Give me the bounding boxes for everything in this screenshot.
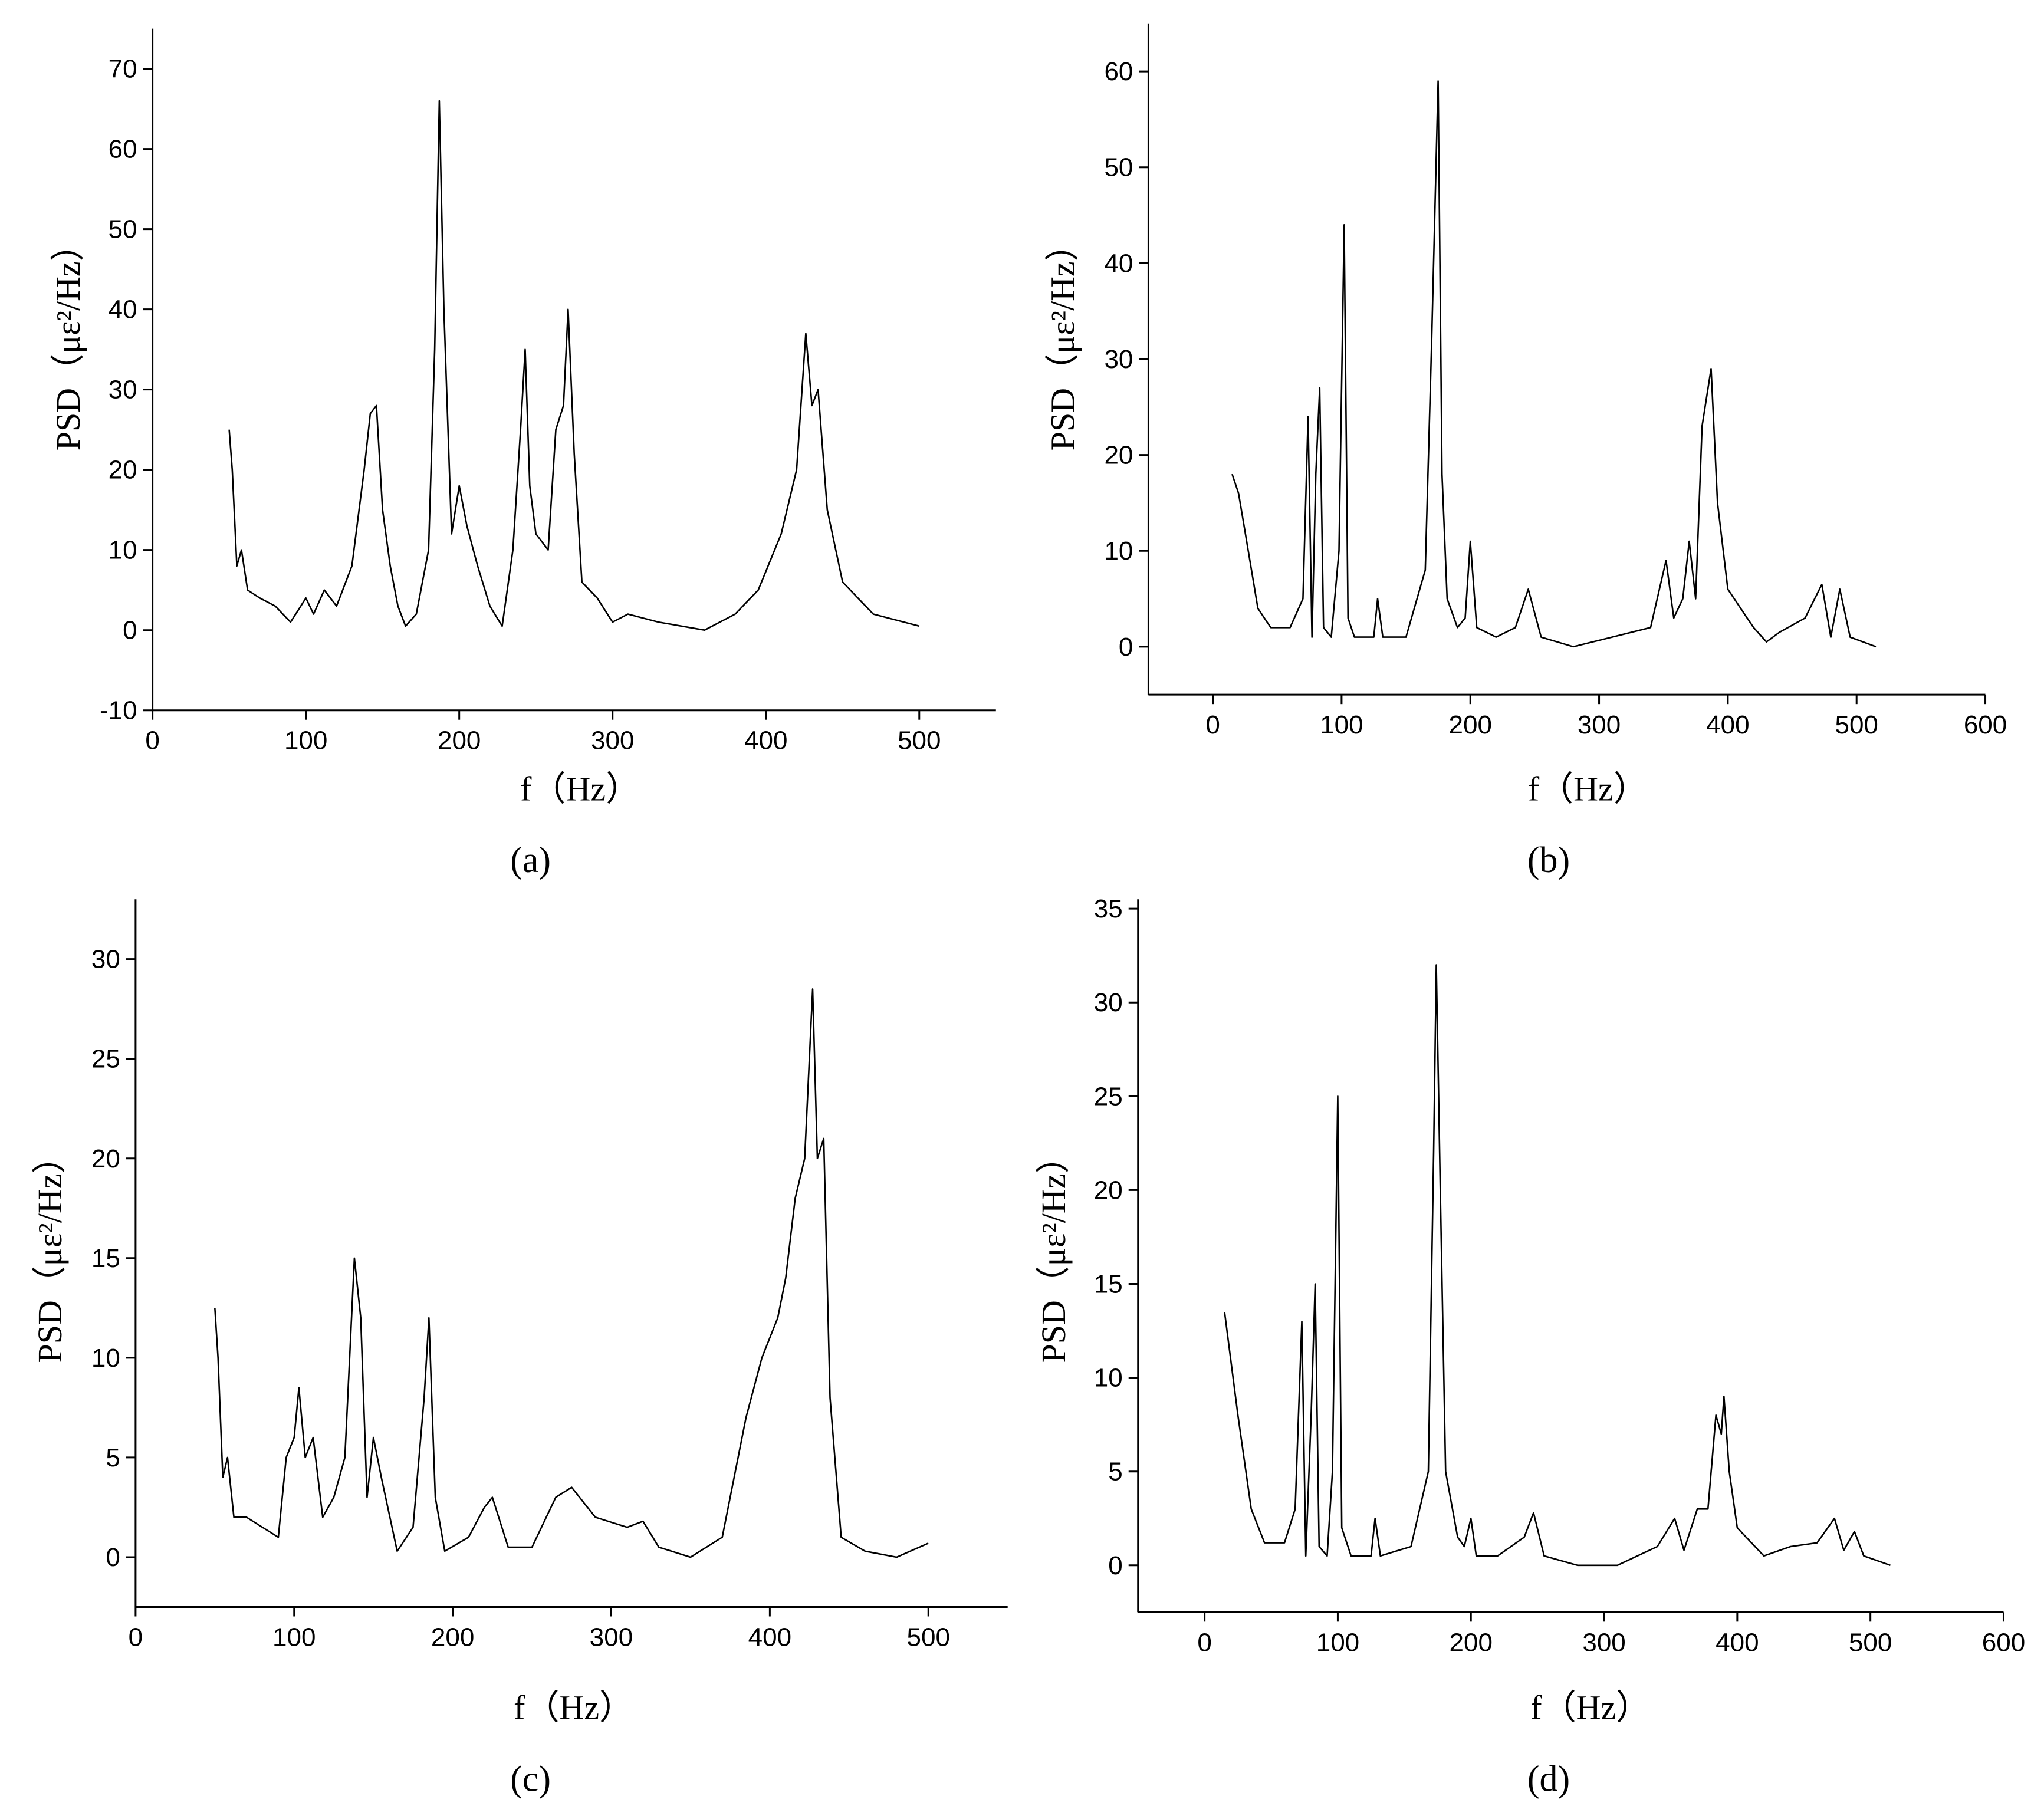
- y-tick-label: 20: [91, 1144, 120, 1173]
- y-tick-label: 35: [1094, 894, 1123, 923]
- y-tick-label: 20: [1094, 1176, 1123, 1205]
- panel-caption: (a): [510, 840, 551, 880]
- y-tick-label: 10: [91, 1344, 120, 1373]
- y-tick-label: 25: [91, 1045, 120, 1074]
- x-tick-label: 400: [748, 1623, 791, 1651]
- y-tick-label: 0: [106, 1543, 120, 1572]
- panel-caption: (c): [510, 1759, 551, 1799]
- y-tick-label: 50: [109, 215, 137, 244]
- x-tick-label: 500: [898, 726, 941, 755]
- y-tick-label: 70: [109, 55, 137, 84]
- y-tick-label: 25: [1094, 1082, 1123, 1111]
- y-tick-label: 5: [1108, 1458, 1122, 1486]
- x-tick-label: 200: [431, 1623, 474, 1651]
- x-tick-label: 300: [1578, 710, 1621, 739]
- y-tick-label: 0: [1119, 633, 1133, 662]
- y-tick-label: 0: [123, 616, 137, 645]
- y-tick-label: -10: [100, 696, 137, 725]
- x-tick-label: 200: [438, 726, 481, 755]
- panel: 0 5 10 15 20 25 30 35 0 100 200 300 400 500 600 f（Hz） PS…: [1034, 894, 2025, 1799]
- psd-line: [1231, 80, 1877, 648]
- x-tick-label: 100: [284, 726, 327, 755]
- y-tick-label: 20: [1104, 441, 1133, 470]
- x-axis-label: f（Hz）: [514, 1689, 633, 1727]
- y-tick-label: 30: [91, 945, 120, 974]
- x-tick-label: 400: [744, 726, 787, 755]
- psd-line: [1224, 964, 1891, 1567]
- y-tick-label: 30: [1094, 988, 1123, 1017]
- y-tick-label: 10: [109, 536, 137, 565]
- x-tick-label: 100: [1320, 710, 1363, 739]
- x-tick-label: 0: [129, 1623, 143, 1651]
- x-tick-label: 500: [1835, 710, 1878, 739]
- psd-line: [214, 988, 929, 1558]
- x-tick-label: 0: [1197, 1628, 1211, 1657]
- x-tick-label: 500: [907, 1623, 950, 1651]
- x-tick-label: 400: [1716, 1628, 1759, 1657]
- y-axis-label: PSD（με²/Hz）: [49, 227, 87, 450]
- x-tick-label: 400: [1706, 710, 1749, 739]
- x-axis-label: f（Hz）: [520, 769, 640, 808]
- x-tick-label: 600: [1982, 1628, 2025, 1657]
- y-tick-label: 50: [1104, 153, 1133, 182]
- y-tick-label: 15: [1094, 1270, 1123, 1299]
- x-axis-label: f（Hz）: [1528, 769, 1648, 808]
- panel: -10 0 10 20 30 40 50 60 70 0 100 200 300 400 500 f（Hz） P…: [49, 28, 996, 880]
- x-tick-label: 100: [272, 1623, 316, 1651]
- panel-caption: (b): [1527, 840, 1570, 880]
- x-tick-label: 300: [1582, 1628, 1625, 1657]
- x-tick-label: 600: [1964, 710, 2007, 739]
- y-tick-label: 5: [106, 1443, 120, 1472]
- x-tick-label: 0: [145, 726, 159, 755]
- x-tick-label: 500: [1849, 1628, 1892, 1657]
- y-tick-label: 30: [1104, 345, 1133, 374]
- x-tick-label: 300: [590, 1623, 633, 1651]
- psd-line: [228, 100, 920, 631]
- y-tick-label: 15: [91, 1244, 120, 1273]
- x-tick-label: 0: [1205, 710, 1220, 739]
- y-tick-label: 0: [1108, 1551, 1122, 1580]
- y-tick-label: 40: [1104, 249, 1133, 278]
- panel-caption: (d): [1527, 1759, 1570, 1799]
- y-tick-label: 60: [109, 135, 137, 164]
- y-tick-label: 10: [1104, 537, 1133, 565]
- x-tick-label: 200: [1450, 1628, 1493, 1657]
- x-axis-label: f（Hz）: [1530, 1689, 1650, 1727]
- y-tick-label: 20: [109, 456, 137, 485]
- y-tick-label: 10: [1094, 1364, 1123, 1393]
- y-axis-label: PSD（με²/Hz）: [1044, 227, 1082, 450]
- y-tick-label: 40: [109, 295, 137, 324]
- x-tick-label: 200: [1449, 710, 1492, 739]
- y-tick-label: 60: [1104, 57, 1133, 86]
- y-axis-label: PSD（με²/Hz）: [1034, 1140, 1073, 1363]
- y-axis-label: PSD（με²/Hz）: [31, 1140, 69, 1363]
- x-tick-label: 300: [591, 726, 634, 755]
- y-tick-label: 30: [109, 376, 137, 404]
- x-tick-label: 100: [1316, 1628, 1359, 1657]
